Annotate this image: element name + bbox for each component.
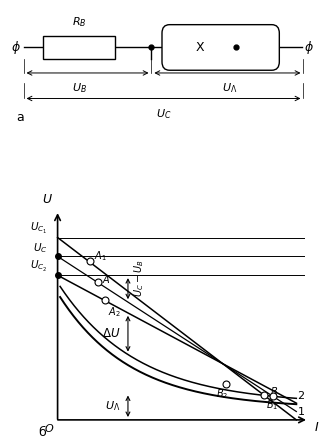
Text: $A_1$: $A_1$ bbox=[94, 250, 107, 263]
Text: $A_2$: $A_2$ bbox=[108, 305, 121, 319]
Text: 1: 1 bbox=[298, 407, 304, 417]
Text: $U_\Lambda$: $U_\Lambda$ bbox=[105, 399, 121, 413]
Text: $U_C$: $U_C$ bbox=[33, 241, 47, 255]
Text: $U_{C_2}$: $U_{C_2}$ bbox=[30, 259, 47, 274]
Text: $U_B$: $U_B$ bbox=[72, 82, 87, 95]
Bar bbox=[43, 35, 115, 59]
Text: a: a bbox=[16, 111, 24, 124]
Text: $U_{C_1}$: $U_{C_1}$ bbox=[30, 221, 47, 237]
Text: 2: 2 bbox=[298, 391, 305, 401]
Text: $B_2$: $B_2$ bbox=[216, 387, 228, 401]
Text: $A$: $A$ bbox=[102, 273, 110, 285]
Text: $B$: $B$ bbox=[270, 385, 279, 397]
Text: X: X bbox=[195, 41, 204, 54]
Text: $\Delta U$: $\Delta U$ bbox=[102, 327, 121, 340]
Text: $O$: $O$ bbox=[43, 422, 54, 434]
Text: $\phi$: $\phi$ bbox=[304, 39, 314, 56]
FancyBboxPatch shape bbox=[162, 25, 279, 70]
Text: $U$: $U$ bbox=[42, 193, 53, 206]
Text: $I$: $I$ bbox=[314, 421, 319, 434]
Text: $B_1$: $B_1$ bbox=[266, 398, 278, 412]
Text: $U_\Lambda$: $U_\Lambda$ bbox=[222, 82, 237, 95]
Text: б: б bbox=[39, 426, 46, 439]
Text: $U_C$: $U_C$ bbox=[156, 107, 171, 121]
Text: $U_C - U_B$: $U_C - U_B$ bbox=[132, 259, 146, 297]
Text: $R_B$: $R_B$ bbox=[72, 15, 87, 29]
Text: $\phi$: $\phi$ bbox=[11, 39, 21, 56]
